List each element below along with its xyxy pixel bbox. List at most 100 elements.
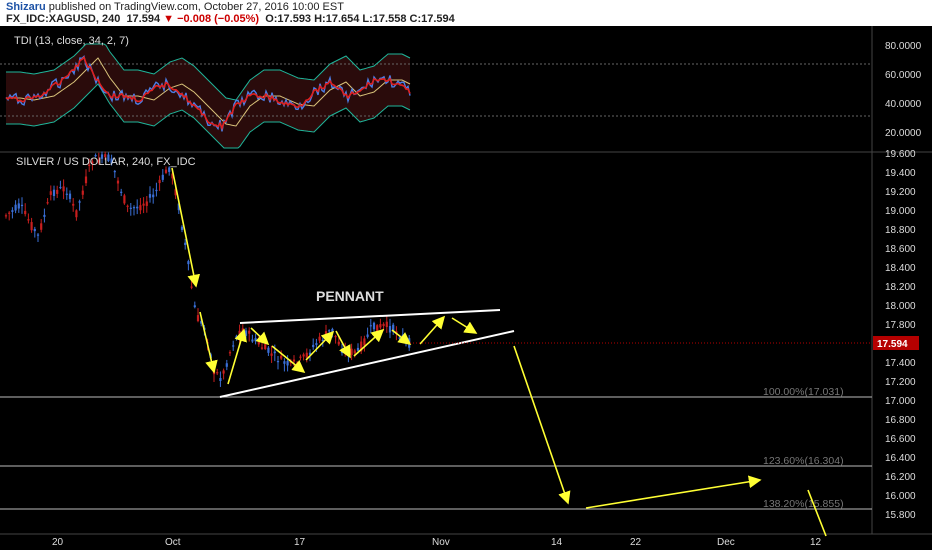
candle-body (187, 261, 190, 265)
candle-body (56, 189, 59, 194)
indicator-axis: 80.0000 60.0000 40.0000 20.0000 (885, 41, 922, 139)
author-name[interactable]: Shizaru (6, 1, 46, 13)
price-tick: 19.400 (885, 168, 916, 179)
candle-body (11, 210, 14, 212)
final-drop-line[interactable] (807, 489, 827, 537)
wave-arrow-5[interactable] (335, 330, 351, 359)
candle-body (168, 167, 171, 172)
indicator-tick: 60.0000 (885, 70, 922, 81)
candle-body (286, 360, 289, 366)
price-tick: 16.600 (885, 434, 916, 445)
candle-body (280, 355, 283, 359)
candle-body (155, 189, 158, 192)
candle-body (145, 201, 148, 206)
time-tick: 12 (810, 537, 822, 548)
candle-body (190, 286, 193, 288)
candle-body (248, 330, 251, 334)
candle-body (228, 352, 232, 354)
candle-body (180, 226, 184, 230)
candle-body (72, 203, 75, 206)
time-tick: Dec (717, 537, 735, 548)
tdi-band-area (6, 44, 410, 148)
target-drop-arrow[interactable] (513, 345, 571, 505)
candle-body (84, 176, 88, 184)
wave-arrow-1[interactable] (227, 328, 247, 385)
projection-arrows (171, 167, 827, 537)
wave-arrow-7[interactable] (391, 329, 412, 345)
retest-arrow[interactable] (451, 317, 478, 334)
candle-body (171, 173, 174, 179)
candle-body (350, 348, 353, 355)
recovery-arrow[interactable] (585, 475, 762, 509)
candle-body (104, 154, 107, 158)
candle-body (273, 351, 276, 354)
wave-arrow-4[interactable] (305, 330, 335, 361)
candle-body (308, 352, 312, 355)
candle-body (132, 207, 136, 209)
price-change: −0.008 (−0.05%) (177, 13, 260, 25)
candle-body (59, 186, 62, 189)
candle-body (91, 161, 94, 164)
candle-body (4, 215, 8, 217)
candle-body (334, 336, 337, 338)
breakout-arrow[interactable] (419, 315, 446, 345)
candle-body (142, 203, 145, 206)
candle-body (270, 353, 273, 356)
price-axis: 19.600 19.400 19.200 19.000 18.800 18.60… (885, 149, 916, 521)
candle-body (68, 193, 72, 199)
drop-arrow-1[interactable] (171, 167, 201, 288)
candle-body (94, 154, 97, 157)
candle-body (235, 336, 238, 339)
symbol-name: FX_IDC:XAGUSD, 240 (6, 13, 121, 25)
candle-body (24, 210, 27, 215)
candle-body (398, 337, 401, 339)
price-tick: 17.800 (885, 320, 916, 331)
price-tick: 18.800 (885, 225, 916, 236)
last-price: 17.594 (126, 13, 161, 25)
candle-body (299, 356, 302, 358)
price-tick: 19.200 (885, 187, 916, 198)
wave-arrow-2[interactable] (250, 327, 270, 346)
candle-body (33, 228, 36, 232)
candle-body (97, 159, 100, 163)
pennant-lower-trendline[interactable] (219, 330, 515, 398)
time-tick: 22 (630, 537, 642, 548)
candle-body (369, 325, 372, 327)
candle-body (360, 341, 363, 352)
wave-arrow-3[interactable] (271, 345, 306, 374)
candle-body (337, 341, 340, 345)
price-tick: 16.000 (885, 491, 916, 502)
tdi-signal-line (5, 55, 411, 131)
candle-body (123, 195, 126, 204)
candle-body (65, 193, 68, 195)
candle-body (219, 377, 222, 382)
candle-body (14, 204, 17, 211)
candle-body (177, 203, 180, 211)
candle-body (40, 223, 43, 230)
price-tick: 16.400 (885, 453, 916, 464)
price-tick: 19.600 (885, 149, 916, 160)
wave-arrow-6[interactable] (353, 328, 385, 357)
candle-body (148, 194, 152, 198)
drop-arrow-2[interactable] (199, 311, 218, 374)
candle-body (353, 350, 356, 354)
pennant-drawing: PENNANT (219, 288, 515, 398)
candle-body (372, 322, 376, 330)
candle-body (196, 315, 200, 322)
candle-body (30, 222, 33, 231)
price-tick: 19.000 (885, 206, 916, 217)
candle-body (257, 341, 260, 345)
current-price-badge (873, 336, 919, 350)
candle-body (116, 180, 120, 184)
candle-body (46, 202, 49, 204)
candle-body (392, 324, 395, 332)
candle-body (305, 352, 308, 358)
pennant-upper-trendline[interactable] (239, 309, 501, 324)
candle-body (254, 338, 257, 342)
candle-body (363, 338, 366, 346)
time-tick: Oct (165, 537, 181, 548)
candle-body (8, 212, 11, 214)
candle-body (318, 336, 321, 341)
candle-body (36, 234, 40, 236)
